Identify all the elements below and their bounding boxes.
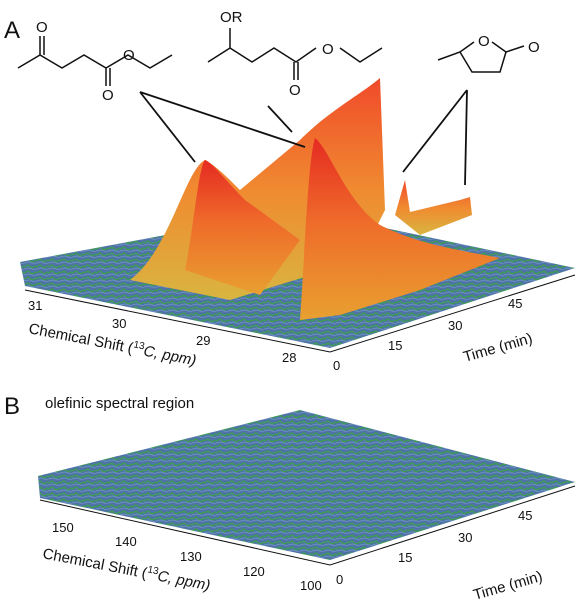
time-axis-title: Time (min) xyxy=(471,568,544,604)
pointer xyxy=(139,89,468,186)
atom: O xyxy=(36,19,48,36)
panel-subtitle: olefinic spectral region xyxy=(45,395,194,412)
x-tick-label: 120 xyxy=(243,564,265,579)
x-tick-label: 100 xyxy=(300,578,322,593)
x-tick-label: 130 xyxy=(180,549,202,564)
molecule xyxy=(207,28,383,80)
time-tick-label: 45 xyxy=(518,508,532,523)
peak-surface xyxy=(395,180,472,235)
x-tick-label: 31 xyxy=(28,298,42,313)
x-tick-label: 30 xyxy=(112,316,126,331)
molecule xyxy=(17,36,173,86)
molecule xyxy=(437,41,525,73)
baseline-surface xyxy=(38,410,575,560)
x-tick-label: 29 xyxy=(196,333,210,348)
x-tick-label: 150 xyxy=(52,520,74,535)
x-tick-label: 140 xyxy=(115,534,137,549)
time-tick-label: 30 xyxy=(458,530,472,545)
panel-label: B xyxy=(4,393,20,420)
peak-surface xyxy=(300,138,500,320)
time-tick-label: 15 xyxy=(388,338,402,353)
time-tick-label: 0 xyxy=(336,572,343,587)
time-tick-label: 30 xyxy=(448,318,462,333)
atom: O xyxy=(322,41,334,58)
panel-label: A xyxy=(4,17,20,44)
atom: O xyxy=(478,33,490,50)
time-tick-label: 0 xyxy=(333,358,340,373)
atom: O xyxy=(102,87,114,104)
time-tick-label: 15 xyxy=(398,550,412,565)
time-tick-label: 45 xyxy=(508,296,522,311)
atom: O xyxy=(528,39,540,56)
x-tick-label: 28 xyxy=(282,350,296,365)
atom: OR xyxy=(220,9,243,26)
peak-surface xyxy=(185,160,300,295)
axis xyxy=(39,485,576,566)
atom: O xyxy=(123,47,135,64)
atom: O xyxy=(289,82,301,99)
axis xyxy=(24,274,576,353)
time-axis-title: Time (min) xyxy=(461,330,534,366)
